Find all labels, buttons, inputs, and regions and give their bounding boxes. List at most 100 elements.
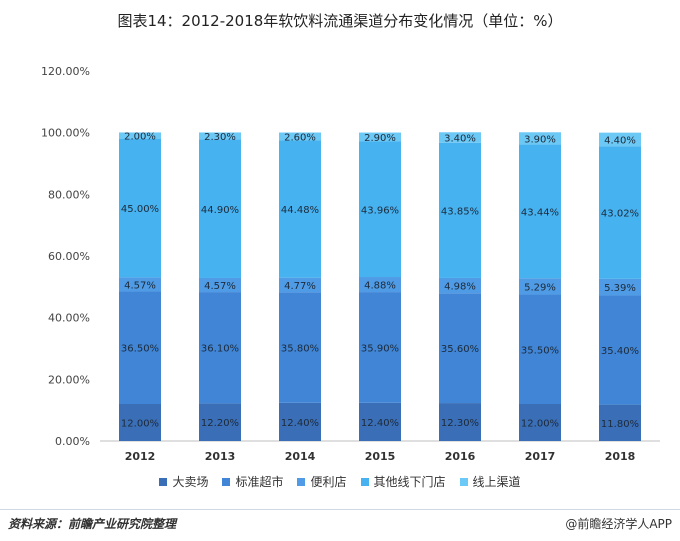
legend-item: 标准超市 (222, 473, 283, 490)
bar-segment (599, 132, 641, 147)
legend-label: 便利店 (310, 475, 347, 489)
legend-swatch (222, 477, 231, 486)
bar-segment (519, 278, 561, 295)
data-label: 35.60% (441, 344, 479, 355)
legend-item: 便利店 (297, 473, 347, 490)
bar-segment (439, 142, 481, 278)
x-tick-label: 2013 (205, 450, 236, 463)
data-label: 2.90% (364, 133, 396, 144)
x-tick-label: 2015 (365, 450, 396, 463)
y-tick-label: 0.00% (55, 435, 90, 448)
legend-swatch (159, 477, 168, 486)
data-label: 44.90% (201, 205, 239, 216)
data-label: 3.90% (524, 134, 556, 145)
y-tick-label: 120.00% (41, 65, 90, 78)
bar-segment (279, 132, 321, 141)
data-label: 5.29% (524, 282, 556, 293)
x-tick-label: 2016 (445, 450, 476, 463)
data-label: 5.39% (604, 283, 636, 294)
legend-item: 大卖场 (159, 473, 208, 490)
bar-segment (359, 132, 401, 142)
legend-label: 大卖场 (172, 475, 209, 489)
brand-credit: @前瞻经济学人APP (565, 517, 672, 531)
legend-label: 标准超市 (235, 475, 284, 489)
data-label: 4.40% (604, 135, 636, 146)
bar-segment (359, 292, 401, 403)
bar-segment (199, 139, 241, 278)
data-label: 43.85% (441, 206, 479, 217)
data-label: 12.40% (361, 418, 399, 429)
data-label: 4.57% (124, 280, 156, 291)
bar-segment (519, 144, 561, 279)
bar-segment (119, 277, 161, 292)
data-label: 12.30% (441, 418, 479, 429)
bar-segment (199, 132, 241, 140)
bar-segment (279, 402, 321, 441)
bar-segment (599, 404, 641, 441)
data-label: 2.60% (284, 133, 316, 144)
legend-label: 其他线下门店 (373, 475, 446, 489)
bar-segment (599, 146, 641, 279)
legend: 大卖场 标准超市 便利店 其他线下门店 线上渠道 (0, 473, 680, 490)
data-label: 4.57% (204, 281, 236, 292)
bar-segment (119, 138, 161, 278)
data-label: 36.10% (201, 344, 239, 355)
data-label: 12.20% (201, 418, 239, 429)
y-tick-label: 40.00% (48, 312, 90, 325)
data-label: 3.40% (444, 134, 476, 145)
y-tick-label: 60.00% (48, 250, 90, 263)
bar-segment (199, 403, 241, 441)
bar-segment (439, 277, 481, 294)
bar-segment (279, 277, 321, 293)
bar-segment (119, 291, 161, 404)
y-tick-label: 100.00% (41, 127, 90, 140)
bar-segment (279, 140, 321, 278)
x-tick-label: 2012 (125, 450, 156, 463)
y-tick-label: 80.00% (48, 188, 90, 201)
data-label: 4.98% (444, 282, 476, 293)
bar-segment (359, 277, 401, 293)
data-label: 43.96% (361, 205, 399, 216)
data-label: 36.50% (121, 344, 159, 355)
y-tick-label: 20.00% (48, 373, 90, 386)
bar-segment (599, 278, 641, 296)
x-tick-label: 2018 (605, 450, 636, 463)
data-label: 43.02% (601, 209, 639, 220)
bar-segment (439, 403, 481, 441)
data-label: 4.88% (364, 281, 396, 292)
data-label: 11.80% (601, 419, 639, 430)
bar-segment (199, 277, 241, 293)
data-label: 12.00% (521, 419, 559, 430)
chart-title: 图表14：2012-2018年软饮料流通渠道分布变化情况（单位：%） (117, 12, 563, 30)
data-label: 2.00% (124, 132, 156, 143)
bar-segment (519, 294, 561, 404)
x-tick-label: 2017 (525, 450, 556, 463)
bar-segment (119, 404, 161, 441)
data-label: 35.50% (521, 345, 559, 356)
bar-segment (439, 132, 481, 143)
data-label: 4.77% (284, 281, 316, 292)
legend-label: 线上渠道 (472, 475, 521, 489)
data-label: 35.80% (281, 344, 319, 355)
data-label: 43.44% (521, 207, 559, 218)
legend-item: 其他线下门店 (360, 473, 446, 490)
bar-segment (439, 293, 481, 404)
bar-segment (359, 402, 401, 441)
legend-item: 线上渠道 (459, 473, 521, 490)
data-label: 45.00% (121, 204, 159, 215)
bar-segment (599, 295, 641, 405)
bar-segment (519, 404, 561, 441)
bar-segment (359, 141, 401, 278)
footer-divider (0, 509, 680, 510)
data-label: 2.30% (204, 132, 236, 143)
data-label: 35.40% (601, 346, 639, 357)
legend-swatch (297, 477, 306, 486)
legend-swatch (360, 477, 369, 486)
legend-swatch (459, 477, 468, 486)
data-label: 44.48% (281, 205, 319, 216)
bar-segment (199, 292, 241, 404)
data-label: 35.90% (361, 343, 399, 354)
source-note: 资料来源：前瞻产业研究院整理 (8, 517, 177, 531)
data-label: 12.00% (121, 419, 159, 430)
